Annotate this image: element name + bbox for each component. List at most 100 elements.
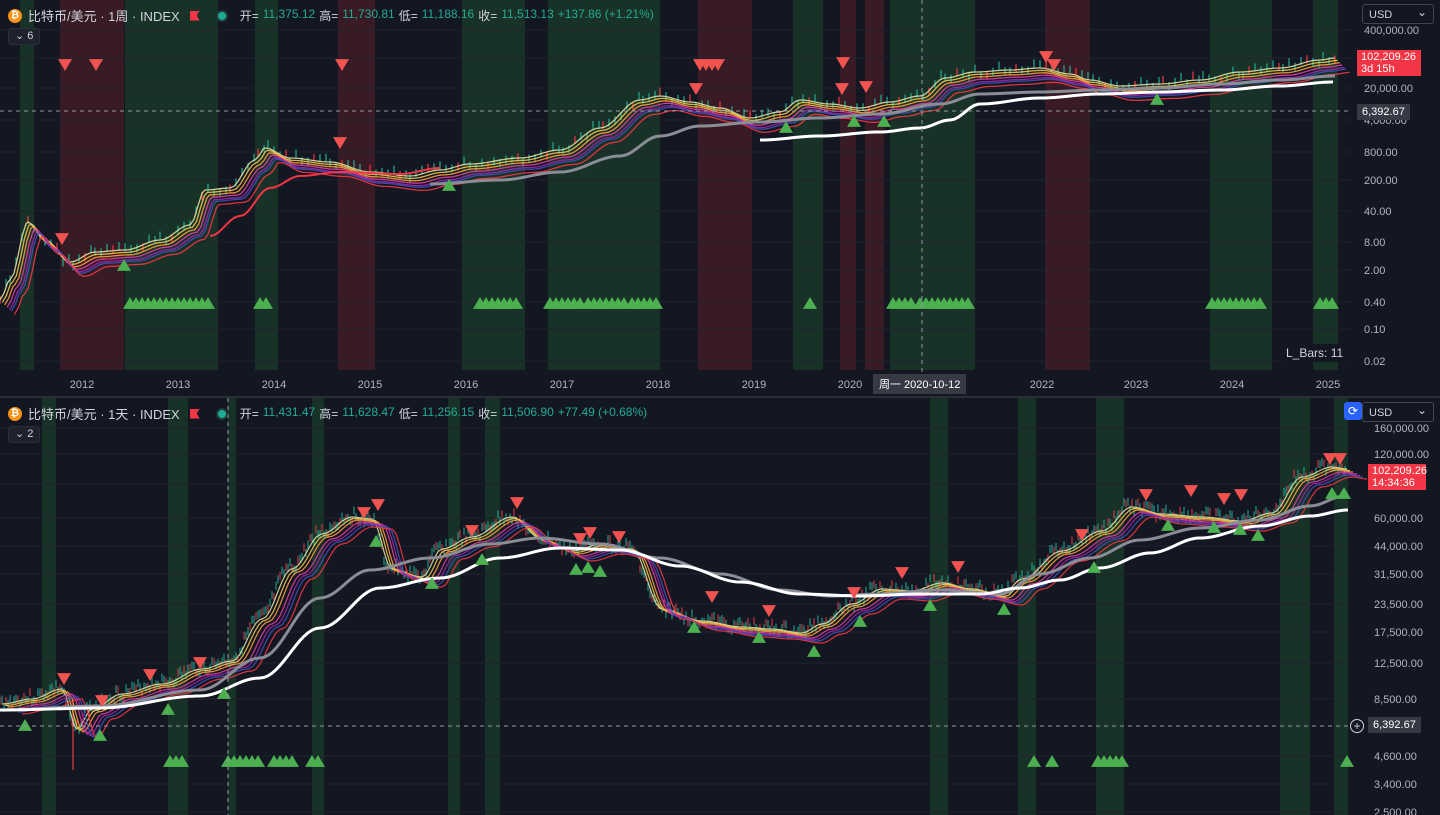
buy-signal-icon (1340, 755, 1354, 767)
ma-200-line (759, 80, 1334, 142)
buy-signal-icon (442, 179, 456, 191)
pane-divider[interactable] (0, 396, 1440, 398)
ma-line (1, 59, 1338, 303)
flag-icon[interactable] (189, 408, 200, 419)
signal-band (793, 0, 823, 370)
y-axis-tick: 31,500.00 (1374, 569, 1423, 581)
x-axis-tick: 2024 (1220, 379, 1244, 391)
buy-signal-icon (1251, 529, 1265, 541)
symbol-title[interactable]: 比特币/美元 · 1周 · INDEX (28, 9, 180, 24)
change-value: +77.49 (+0.68%) (557, 405, 648, 419)
indicators-toggle[interactable]: ⌄ 2 (8, 426, 41, 443)
sell-signal-icon (95, 695, 109, 707)
sell-signal-icon (193, 657, 207, 669)
bar-countdown: 3d 15h (1361, 63, 1395, 75)
signal-band (338, 0, 375, 370)
buy-signal-icon (259, 297, 273, 309)
x-axis-tick: 2018 (646, 379, 670, 391)
low-label: 低= (398, 9, 418, 23)
sync-icon[interactable]: ⟳ (1344, 402, 1362, 420)
x-axis-tick: 2014 (262, 379, 286, 391)
buy-signal-icon (904, 297, 918, 309)
ohlc-values: 开= 11,431.47 高= 11,628.47 低= 11,256.15 收= 11… (240, 405, 647, 422)
low-value: 11,188.16 (421, 7, 475, 21)
y-axis-tick: 2,500.00 (1374, 807, 1417, 815)
signal-band (548, 0, 660, 370)
open-label: 开= (239, 9, 259, 23)
sell-signal-icon (143, 669, 157, 681)
sell-signal-icon (836, 57, 850, 69)
buy-signal-icon (285, 755, 299, 767)
daily-legend: ₿ 比特币/美元 · 1天 · INDEX 开= 11,431.47 高= 11,6… (8, 404, 647, 423)
buy-signal-icon (1150, 93, 1164, 105)
sell-signal-icon (705, 591, 719, 603)
x-axis-tick: 2016 (454, 379, 478, 391)
buy-signal-icon (1087, 561, 1101, 573)
buy-signal-icon (923, 599, 937, 611)
x-axis-tick: 2017 (550, 379, 574, 391)
signal-band (42, 398, 56, 815)
buy-signal-icon (1253, 297, 1267, 309)
y-axis-tick: 40.00 (1364, 206, 1392, 218)
daily-chart-canvas[interactable]: 160,000.00120,000.0090,000.0060,000.0044… (0, 398, 1440, 815)
sell-signal-icon (711, 59, 725, 71)
sell-signal-icon (89, 59, 103, 71)
sell-signal-icon (333, 137, 347, 149)
x-axis-tick: 2012 (70, 379, 94, 391)
sell-signal-icon (583, 527, 597, 539)
y-axis-tick: 400,000.00 (1364, 25, 1419, 37)
sell-signal-icon (689, 83, 703, 95)
signal-band (125, 0, 218, 370)
market-status-icon (217, 11, 226, 20)
currency-select[interactable]: USD (1362, 2, 1434, 24)
flag-icon[interactable] (189, 10, 200, 21)
buy-signal-icon (175, 755, 189, 767)
buy-signal-icon (1325, 487, 1339, 499)
sell-signal-icon (335, 59, 349, 71)
symbol-title[interactable]: 比特币/美元 · 1天 · INDEX (28, 407, 180, 422)
change-value: +137.86 (+1.21%) (557, 7, 654, 21)
sell-signal-icon (835, 83, 849, 95)
weekly-chart-pane[interactable]: 400,000.00100,000.0020,000.004,000.00800… (0, 0, 1440, 396)
sell-signal-icon (57, 673, 71, 685)
sell-signal-icon (1234, 489, 1248, 501)
bar-countdown: 14:34:36 (1372, 477, 1415, 489)
close-value: 11,513.13 (501, 7, 554, 21)
high-value: 11,628.47 (342, 405, 395, 419)
sell-signal-icon (510, 497, 524, 509)
open-label: 开= (239, 407, 259, 421)
signal-band (448, 398, 460, 815)
signal-band (1280, 398, 1310, 815)
buy-signal-icon (752, 631, 766, 643)
currency-select[interactable]: USD (1362, 400, 1434, 422)
buy-signal-icon (161, 703, 175, 715)
signal-band (930, 398, 948, 815)
ma-line (13, 71, 1350, 315)
y-axis-tick: 120,000.00 (1374, 449, 1429, 461)
ma-line (4, 62, 1340, 306)
indicators-toggle[interactable]: ⌄ 6 (8, 28, 41, 45)
buy-signal-icon (961, 297, 975, 309)
signal-band (1210, 0, 1272, 370)
x-axis-tick: 2022 (1030, 379, 1054, 391)
y-axis-tick: 20,000.00 (1364, 83, 1413, 95)
low-value: 11,256.15 (421, 405, 475, 419)
weekly-chart-canvas[interactable]: 400,000.00100,000.0020,000.004,000.00800… (0, 0, 1440, 396)
signal-band (1018, 398, 1036, 815)
ma-line (17, 474, 1364, 738)
open-value: 11,431.47 (262, 405, 316, 419)
last-price: 102,209.26 (1372, 465, 1428, 477)
signal-band (865, 0, 884, 370)
y-axis-tick: 3,400.00 (1374, 779, 1417, 791)
sell-signal-icon (1184, 485, 1198, 497)
y-axis-tick: 4,600.00 (1374, 751, 1417, 763)
buy-signal-icon (117, 259, 131, 271)
daily-chart-pane[interactable]: 160,000.00120,000.0090,000.0060,000.0044… (0, 398, 1440, 815)
add-alert-icon[interactable]: + (1350, 719, 1364, 733)
x-axis-tick: 2025 (1316, 379, 1340, 391)
buy-signal-icon (649, 297, 663, 309)
sell-signal-icon (1217, 493, 1231, 505)
signal-band (1334, 398, 1348, 815)
buy-signal-icon (1233, 523, 1247, 535)
sell-signal-icon (1333, 453, 1347, 465)
